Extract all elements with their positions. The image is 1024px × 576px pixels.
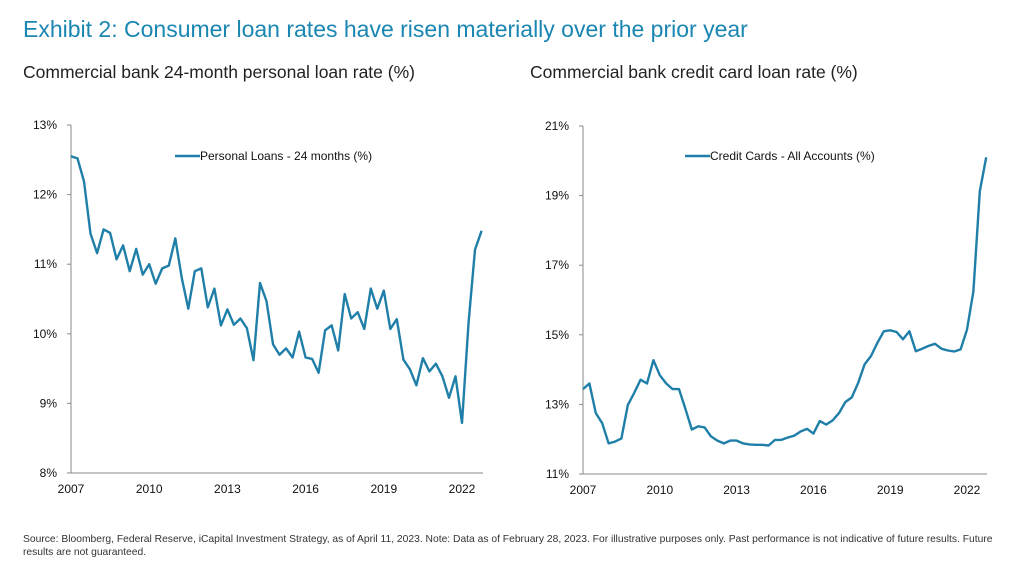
credit-card-series-line [582, 157, 988, 447]
credit-card-y-tick-label: 17% [545, 258, 569, 272]
personal-loan-legend-label: Personal Loans - 24 months (%) [200, 149, 372, 163]
personal-loan-y-tick-label: 13% [33, 118, 57, 132]
credit-card-x-tick-label: 2013 [723, 483, 750, 497]
personal-loan-y-tick-label: 11% [34, 257, 57, 271]
credit-card-legend-label: Credit Cards - All Accounts (%) [710, 149, 875, 163]
left-chart-title: Commercial bank 24-month personal loan r… [23, 62, 415, 82]
credit-card-x-tick-label: 2016 [800, 483, 827, 497]
personal-loan-x-tick-label: 2013 [214, 482, 241, 496]
personal-loan-x-tick-label: 2016 [292, 482, 319, 496]
right-chart-title: Commercial bank credit card loan rate (%… [530, 62, 858, 82]
personal-loan-x-tick-label: 2007 [58, 482, 85, 496]
credit-card-x-tick-label: 2022 [954, 483, 981, 497]
credit-card-y-tick-label: 19% [545, 189, 569, 203]
credit-card-x-tick-label: 2019 [877, 483, 904, 497]
credit-card-x-tick-label: 2007 [570, 483, 597, 497]
personal-loan-y-tick-label: 9% [40, 396, 58, 410]
personal-loan-y-tick-label: 10% [33, 327, 57, 341]
credit-card-x-tick-label: 2010 [646, 483, 673, 497]
credit-card-y-tick-label: 13% [545, 397, 569, 411]
credit-card-y-tick-label: 21% [545, 119, 569, 133]
credit-card-y-tick-label: 15% [545, 328, 569, 342]
personal-loan-x-tick-label: 2019 [370, 482, 397, 496]
exhibit-title: Exhibit 2: Consumer loan rates have rise… [23, 16, 748, 42]
personal-loan-x-tick-label: 2022 [449, 482, 476, 496]
personal-loan-series-line [70, 155, 483, 425]
personal-loan-x-tick-label: 2010 [136, 482, 163, 496]
source-footnote: Source: Bloomberg, Federal Reserve, iCap… [23, 534, 993, 558]
personal-loan-y-tick-label: 12% [33, 188, 57, 202]
credit-card-y-tick-label: 11% [546, 467, 569, 481]
personal-loan-y-tick-label: 8% [40, 466, 58, 480]
